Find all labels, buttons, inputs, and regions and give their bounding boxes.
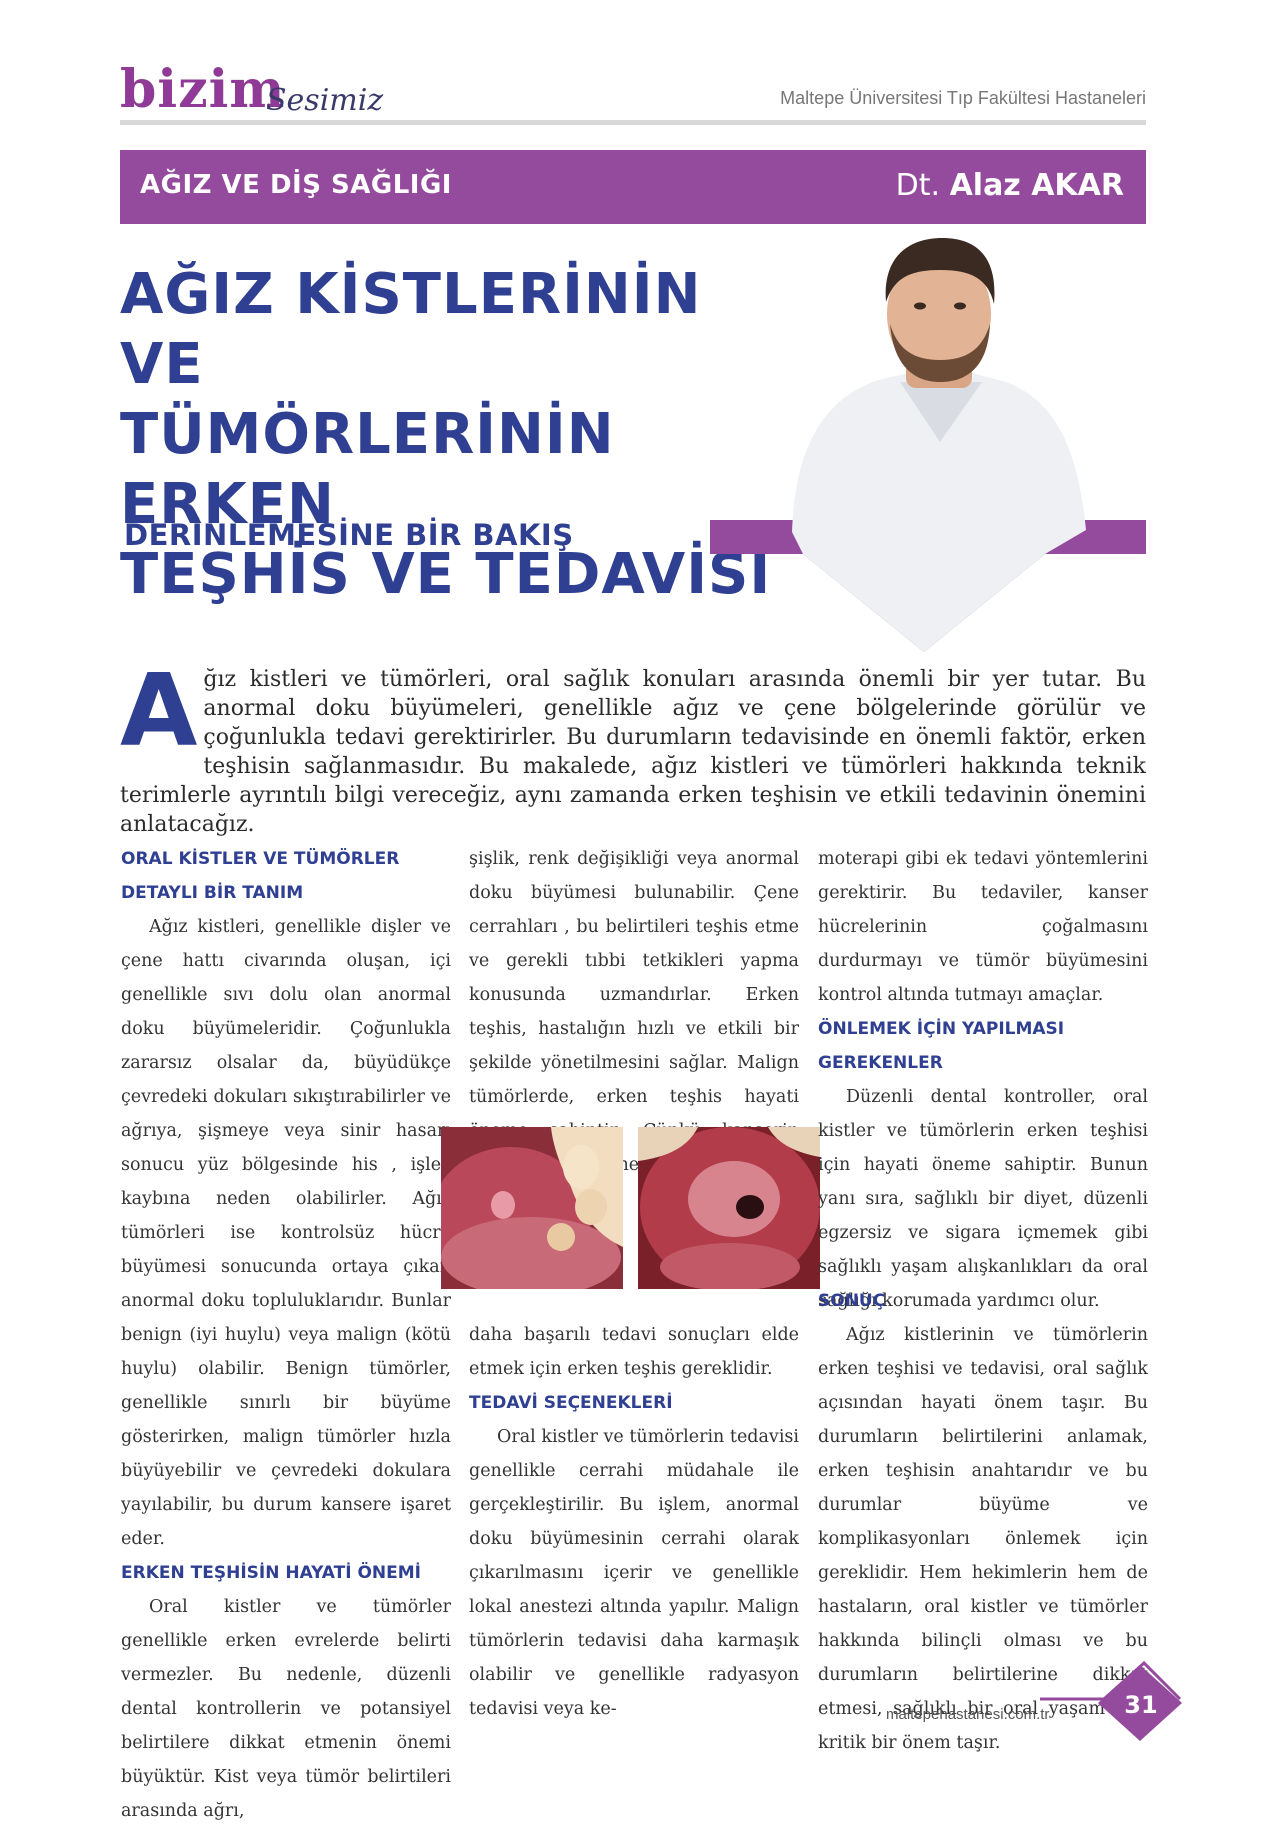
column-3-bottom: SONUÇ Ağız kistlerinin ve tümörlerin erk…	[818, 1284, 1148, 1760]
clinical-photo-cyst	[441, 1127, 623, 1289]
page-number-badge	[1040, 1660, 1182, 1741]
column-1: ORAL KİSTLER VE TÜMÖRLER DETAYLI BİR TAN…	[121, 842, 451, 1828]
paragraph-symptoms: şişlik, renk değişikliği veya anormal do…	[469, 849, 799, 1175]
section-heading-prevention: ÖNLEMEK İÇİN YAPILMASI GEREKENLER	[818, 1019, 1065, 1073]
article-title: AĞIZ KİSTLERİNİN VE TÜMÖRLERİNİN ERKEN T…	[120, 260, 800, 610]
magazine-logo: bizim Sesimiz	[120, 59, 384, 126]
author-prefix: Dt.	[895, 168, 941, 203]
author-byline: Dt. Alaz AKAR	[896, 168, 1124, 203]
column-2-top: şişlik, renk değişikliği veya anormal do…	[469, 842, 799, 1182]
website-url: maltepehastanesi.com.tr	[886, 1706, 1050, 1723]
paragraph-prevention: Düzenli dental kontroller, oral kistler …	[818, 1087, 1148, 1311]
intro-paragraph: A ğız kistleri ve tümörleri, oral sağlık…	[120, 652, 1146, 839]
clinical-photo-surgery	[638, 1127, 820, 1289]
paragraph-conclusion: Ağız kistlerinin ve tümörlerin erken teş…	[818, 1325, 1148, 1753]
logo-script: Sesimiz	[266, 83, 384, 118]
section-heading-treatment: TEDAVİ SEÇENEKLERİ	[469, 1393, 673, 1413]
title-line-3: TEŞHİS VE TEDAVİSİ	[120, 542, 772, 607]
section-heading-definition: ORAL KİSTLER VE TÜMÖRLER DETAYLI BİR TAN…	[121, 849, 400, 903]
paragraph-therapy: moterapi gibi ek tedavi yöntemlerini ger…	[818, 849, 1148, 1005]
title-line-2: TÜMÖRLERİNİN ERKEN	[120, 402, 615, 537]
category-band	[120, 150, 1146, 224]
drop-cap: A	[120, 652, 198, 769]
section-heading-conclusion: SONUÇ	[818, 1291, 886, 1311]
section-heading-early-diagnosis: ERKEN TEŞHİSİN HAYATİ ÖNEMİ	[121, 1563, 422, 1583]
paragraph-definition: Ağız kistleri, genellikle dişler ve çene…	[121, 917, 451, 1549]
author-name: Alaz AKAR	[949, 168, 1124, 203]
header-divider	[120, 120, 1146, 125]
paragraph-early-diagnosis: Oral kistler ve tümörler genellikle erke…	[121, 1597, 451, 1821]
column-3-top: moterapi gibi ek tedavi yöntemlerini ger…	[818, 842, 1148, 1318]
category-label: AĞIZ VE DİŞ SAĞLIĞI	[140, 170, 452, 200]
page-number: 31	[1124, 1691, 1158, 1719]
article-subtitle: DERİNLEMESİNE BİR BAKIŞ	[124, 518, 574, 552]
author-portrait	[710, 238, 1146, 652]
title-line-1: AĞIZ KİSTLERİNİN VE	[120, 262, 702, 397]
hospital-name: Maltepe Üniversitesi Tıp Fakültesi Hasta…	[780, 88, 1146, 108]
paragraph-treatment: Oral kistler ve tümörlerin tedavisi gene…	[469, 1427, 799, 1719]
column-2-bottom: daha başarılı tedavi sonuçları elde etme…	[469, 1318, 799, 1726]
logo-main: bizim	[120, 59, 286, 120]
intro-text: ğız kistleri ve tümörleri, oral sağlık k…	[120, 667, 1146, 837]
paragraph-results: daha başarılı tedavi sonuçları elde etme…	[469, 1325, 799, 1379]
